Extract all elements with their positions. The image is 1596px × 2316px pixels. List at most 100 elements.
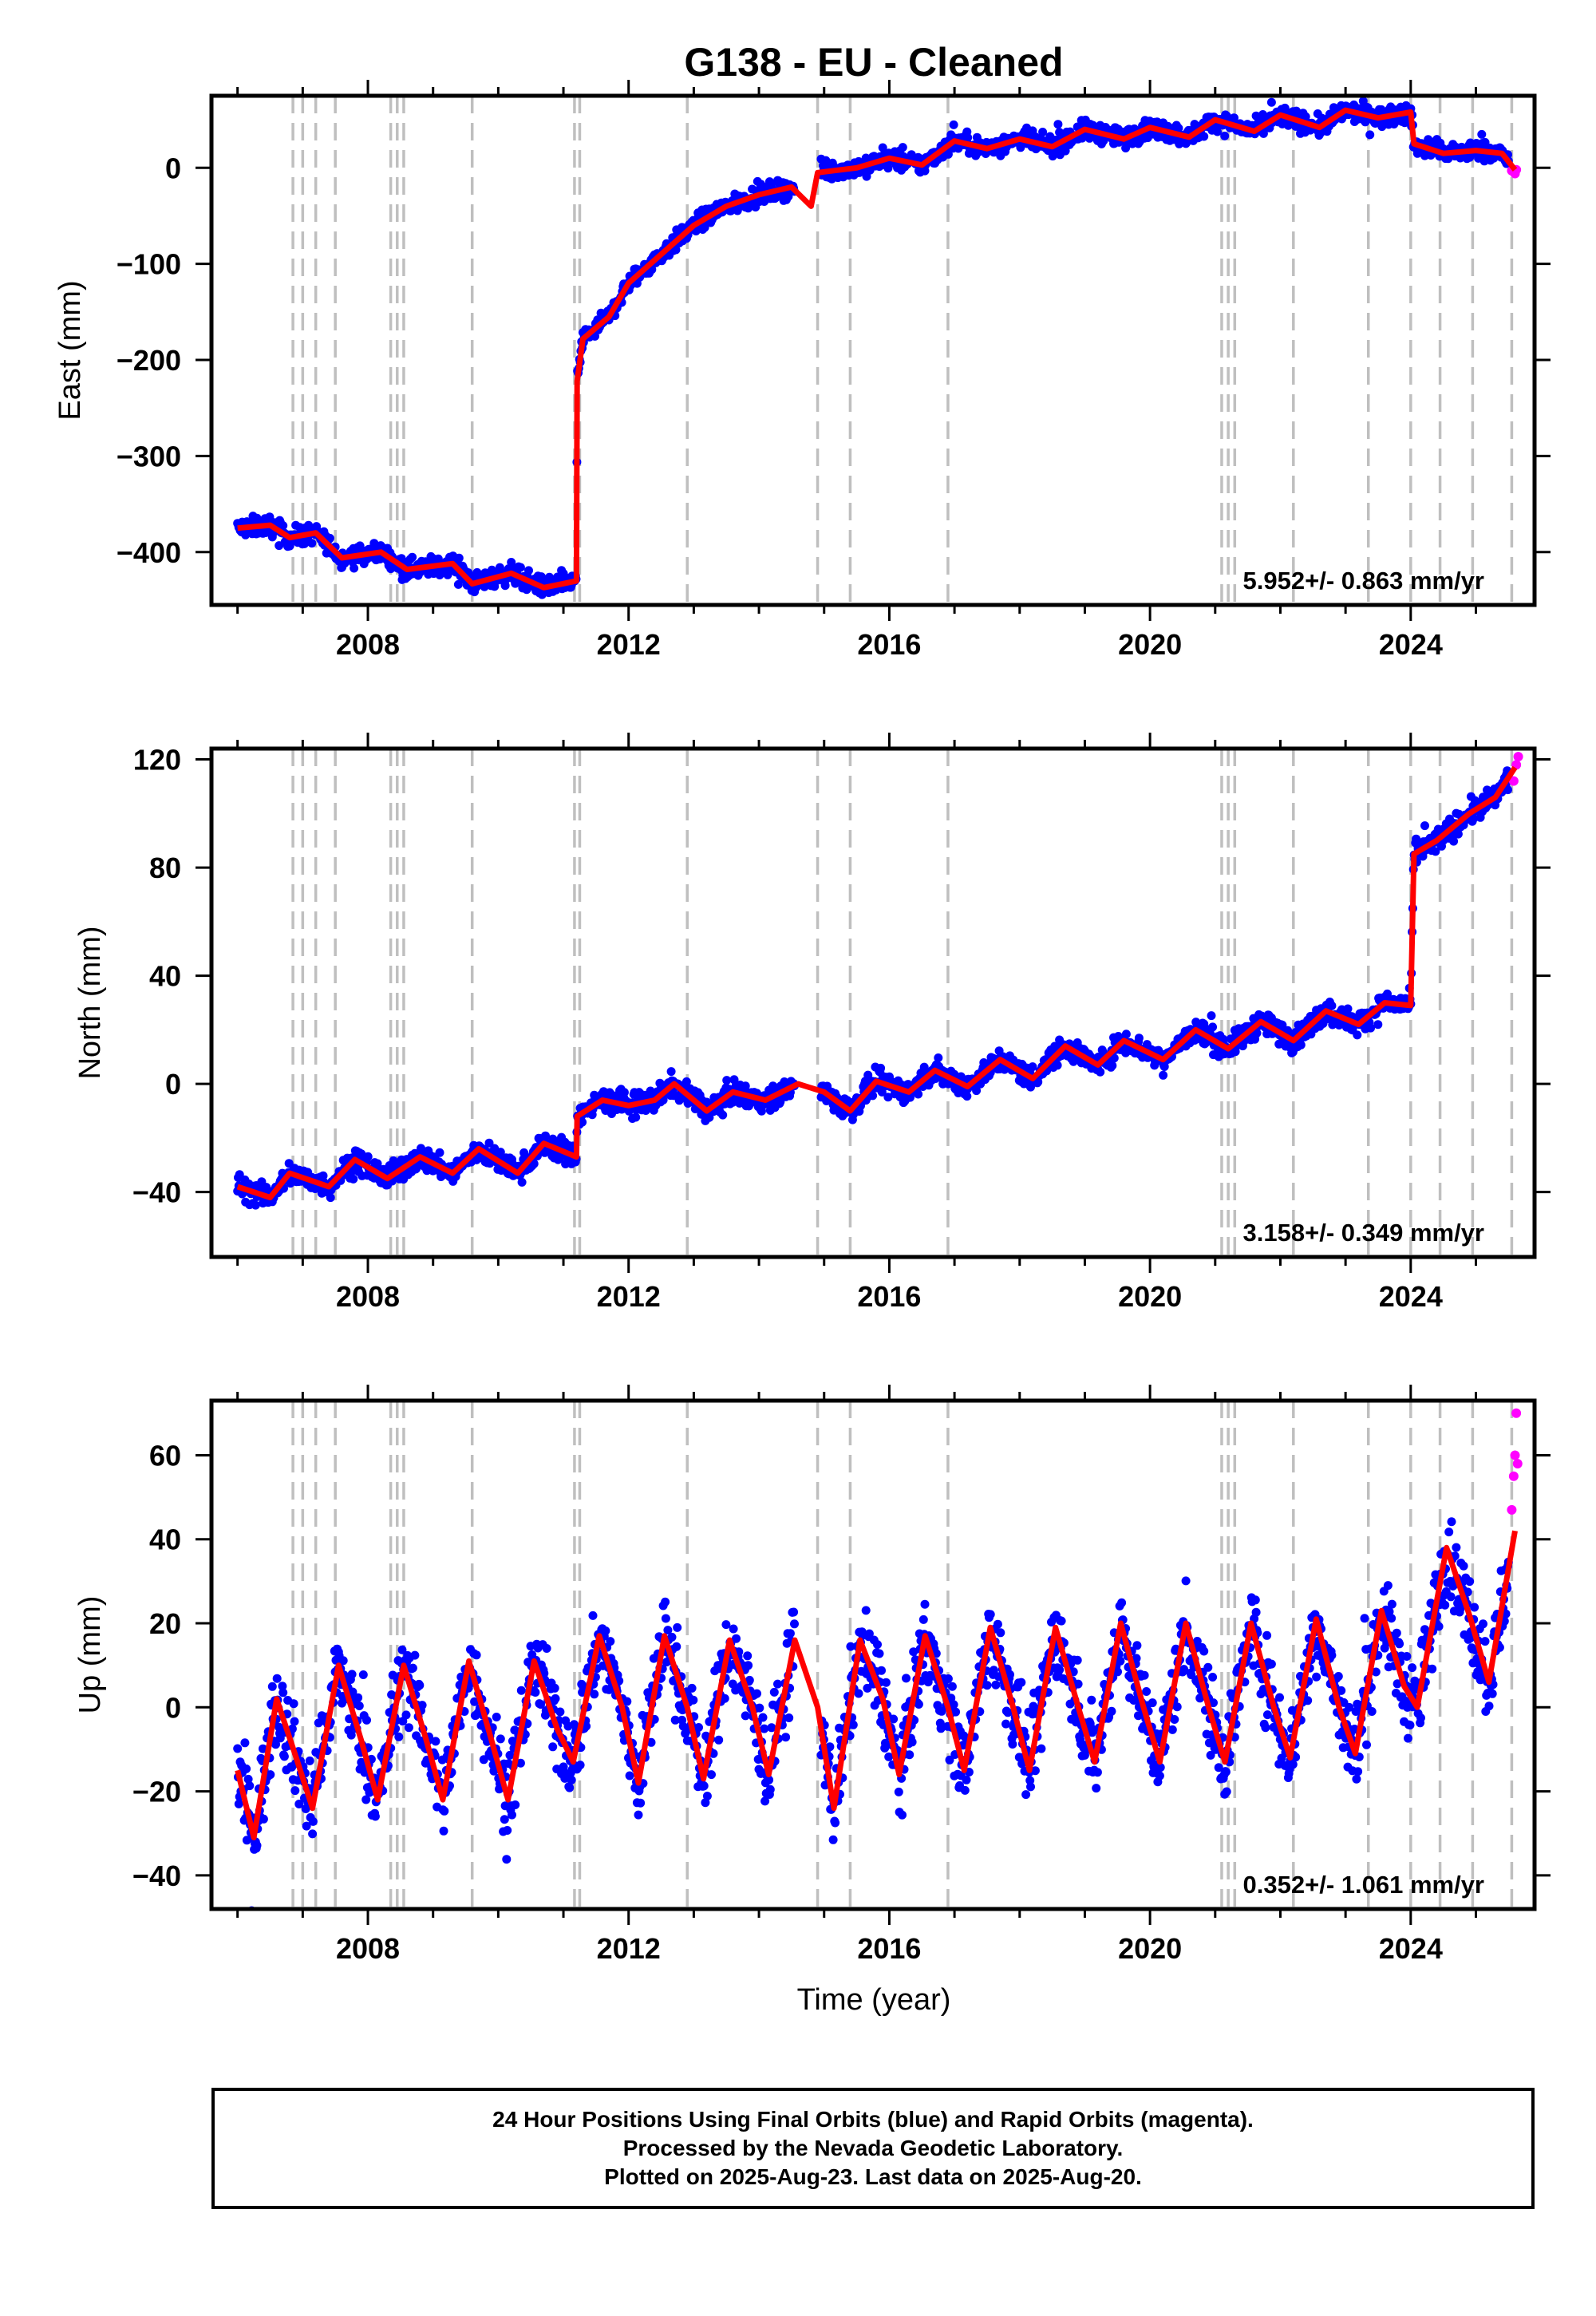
data-point (745, 1675, 754, 1685)
y-tick-label: 0 (165, 1068, 181, 1101)
y-tick-label: 40 (149, 960, 181, 993)
final-orbit-points (233, 97, 1513, 599)
data-point (484, 1138, 494, 1148)
plot-area (233, 1401, 1523, 1909)
data-point (883, 1093, 893, 1102)
data-point (279, 1688, 288, 1697)
x-tick-label: 2012 (597, 1280, 661, 1313)
data-point (415, 1681, 425, 1690)
data-point (500, 1815, 509, 1824)
panel-east: 2008 2012 2016 2020 2024−400−300−200−1000Eas… (53, 80, 1551, 661)
data-point (555, 1707, 565, 1717)
data-point (410, 1650, 420, 1660)
data-point (1038, 128, 1048, 136)
data-point (1258, 128, 1268, 138)
data-point (290, 1717, 299, 1726)
data-point (1301, 112, 1310, 121)
data-point (625, 1771, 634, 1780)
data-point (492, 1713, 501, 1721)
data-point (1159, 1070, 1168, 1080)
data-point (401, 1710, 411, 1720)
plot-area (233, 96, 1522, 605)
data-point (923, 1678, 933, 1687)
data-point (877, 1666, 886, 1675)
data-point (606, 1089, 616, 1099)
data-point (631, 1113, 641, 1122)
data-point (825, 1742, 835, 1752)
data-point (918, 1614, 928, 1624)
data-point (496, 1148, 505, 1157)
data-point (962, 1775, 971, 1784)
rate-label: 3.158+/- 0.349 mm/yr (1243, 1219, 1484, 1247)
data-point (744, 1661, 753, 1670)
data-point (289, 1699, 298, 1709)
data-point (529, 1159, 539, 1168)
data-point (667, 1632, 677, 1642)
data-point (732, 1634, 741, 1643)
data-point (272, 1674, 282, 1683)
data-point (500, 581, 510, 591)
data-point (252, 1840, 262, 1850)
data-point (699, 1781, 709, 1791)
data-point (1199, 132, 1209, 141)
chart-title: G138 - EU - Cleaned (684, 40, 1063, 85)
data-point (453, 579, 463, 589)
y-tick-label: −400 (117, 536, 181, 569)
model-line (237, 107, 1518, 591)
data-point (601, 1626, 610, 1635)
data-point (861, 1606, 871, 1615)
data-point (354, 1701, 364, 1710)
model-line (236, 765, 1518, 1200)
data-point (889, 1714, 899, 1724)
data-point (541, 1131, 550, 1140)
data-point (846, 1642, 855, 1651)
data-point (271, 1740, 280, 1749)
data-point (894, 1787, 903, 1796)
x-tick-label: 2024 (1379, 628, 1443, 661)
data-point (439, 1826, 448, 1836)
data-point (505, 1750, 515, 1760)
data-point (479, 1755, 488, 1765)
data-point (902, 1674, 911, 1683)
data-point (753, 1689, 761, 1698)
data-point (404, 1723, 413, 1733)
data-point (431, 1737, 440, 1746)
data-point (550, 1683, 559, 1693)
data-point (294, 1800, 304, 1808)
data-point (242, 1764, 251, 1773)
data-point (503, 1826, 512, 1835)
data-point (325, 533, 334, 543)
data-point (408, 1663, 417, 1673)
panel-frame (209, 93, 1537, 607)
data-point (1365, 130, 1375, 140)
data-point (875, 1649, 884, 1658)
data-point (1420, 821, 1429, 831)
data-point (765, 1784, 775, 1794)
x-tick-label: 2008 (336, 628, 400, 661)
data-point (1327, 1001, 1337, 1010)
data-point (370, 1812, 380, 1821)
data-point (681, 1077, 691, 1086)
data-point (259, 1814, 268, 1824)
data-point (305, 1756, 314, 1765)
data-point (960, 1785, 970, 1795)
data-point (307, 539, 317, 548)
data-point (1028, 1062, 1037, 1072)
data-point (784, 1713, 794, 1722)
data-point (951, 1707, 961, 1717)
data-point (781, 1733, 791, 1742)
data-point (666, 1067, 676, 1077)
rapid-point (1513, 752, 1523, 762)
data-point (240, 1738, 250, 1748)
data-point (565, 1783, 575, 1792)
data-point (646, 1737, 656, 1747)
data-point (767, 1723, 776, 1733)
rate-label: 5.952+/- 0.863 mm/yr (1243, 567, 1484, 595)
data-point (881, 1678, 891, 1687)
y-tick-label: −100 (117, 248, 181, 281)
y-tick-label: −40 (132, 1176, 181, 1209)
data-point (707, 1770, 716, 1780)
data-point (876, 1063, 886, 1073)
